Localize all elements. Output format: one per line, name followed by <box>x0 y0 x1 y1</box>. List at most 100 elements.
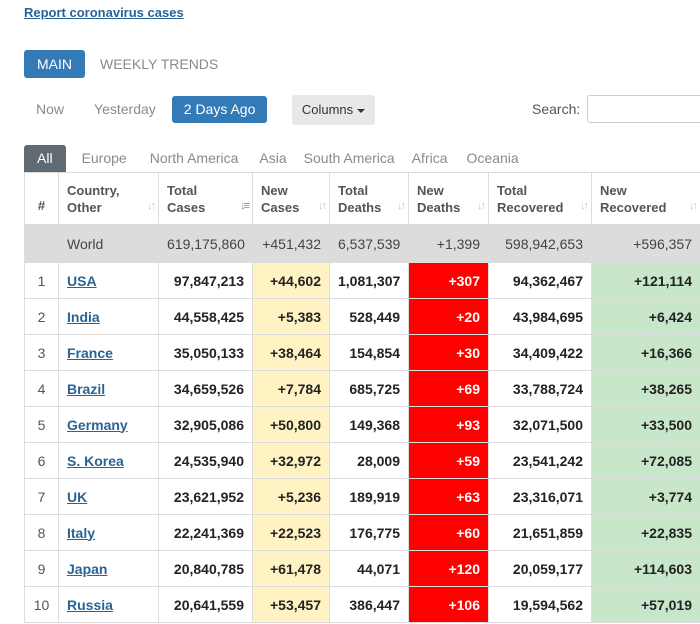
header-total-recovered[interactable]: Total Recovered ↓↑ <box>488 172 592 225</box>
country-cell: USA <box>58 262 159 299</box>
total-cases-cell: 20,641,559 <box>158 586 253 623</box>
tab-now[interactable]: Now <box>36 101 65 117</box>
rank-cell: 1 <box>24 262 59 299</box>
tab-region-oceania[interactable]: Oceania <box>466 150 519 166</box>
new-deaths-cell: +93 <box>408 406 489 443</box>
search-label: Search: <box>532 101 581 117</box>
header-country[interactable]: Country, Other ↓↑ <box>58 172 159 225</box>
country-link[interactable]: India <box>67 308 100 325</box>
covid-cases-table: # Country, Other ↓↑ Total Cases ↓≡ New C… <box>24 172 700 623</box>
caret-down-icon <box>357 108 366 113</box>
rank-cell: 4 <box>24 370 59 407</box>
total-deaths-cell: 189,919 <box>329 478 409 515</box>
header-new-deaths[interactable]: New Deaths ↓↑ <box>408 172 489 225</box>
new-cases-cell: +38,464 <box>252 334 330 371</box>
new-deaths-cell: +120 <box>408 550 489 587</box>
new-cases-cell: +5,236 <box>252 478 330 515</box>
total-recovered-cell: 43,984,695 <box>488 298 592 335</box>
total-cases-cell: 34,659,526 <box>158 370 253 407</box>
header-new-cases-line1: New <box>261 182 288 198</box>
header-total-cases[interactable]: Total Cases ↓≡ <box>158 172 253 225</box>
sort-descending-icon: ↓≡ <box>240 200 250 212</box>
header-total-deaths[interactable]: Total Deaths ↓↑ <box>329 172 409 225</box>
table-row: 6 S. Korea 24,535,940 +32,972 28,009 +59 23,54… <box>24 442 700 479</box>
rank-cell: 6 <box>24 442 59 479</box>
new-cases-cell: +7,784 <box>252 370 330 407</box>
country-link[interactable]: Germany <box>67 416 128 433</box>
tab-region-all[interactable]: All <box>24 145 66 172</box>
new-cases-cell: +53,457 <box>252 586 330 623</box>
world-total-deaths: 6,537,539 <box>329 224 409 263</box>
tab-region-asia[interactable]: Asia <box>259 150 287 166</box>
table-row: 1 USA 97,847,213 +44,602 1,081,307 +307 94,362… <box>24 262 700 299</box>
world-new-recovered: +596,357 <box>591 224 700 263</box>
tab-region-africa[interactable]: Africa <box>411 150 448 166</box>
world-label: World <box>58 224 159 263</box>
country-link[interactable]: USA <box>67 272 97 289</box>
total-deaths-cell: 149,368 <box>329 406 409 443</box>
tab-2-days-ago[interactable]: 2 Days Ago <box>171 96 268 123</box>
tab-yesterday[interactable]: Yesterday <box>94 101 156 117</box>
country-cell: Germany <box>58 406 159 443</box>
tab-weekly-trends[interactable]: WEEKLY TRENDS <box>100 56 219 72</box>
header-country-line1: Country, <box>67 182 120 198</box>
header-rank[interactable]: # <box>24 172 59 225</box>
country-link[interactable]: Russia <box>67 596 113 613</box>
tab-main[interactable]: MAIN <box>24 50 85 78</box>
sort-icon: ↓↑ <box>580 200 589 212</box>
header-new-cases[interactable]: New Cases ↓↑ <box>252 172 330 225</box>
total-recovered-cell: 34,409,422 <box>488 334 592 371</box>
columns-button-label: Columns <box>301 102 354 117</box>
country-link[interactable]: Brazil <box>67 380 106 397</box>
report-cases-link[interactable]: Report coronavirus cases <box>24 5 184 20</box>
header-new-recovered[interactable]: New Recovered ↓↑ <box>591 172 700 225</box>
total-recovered-cell: 19,594,562 <box>488 586 592 623</box>
header-total-deaths-line1: Total <box>338 182 369 198</box>
table-row: 2 India 44,558,425 +5,383 528,449 +20 43,984,6… <box>24 298 700 335</box>
new-deaths-cell: +106 <box>408 586 489 623</box>
total-deaths-cell: 386,447 <box>329 586 409 623</box>
tab-region-europe[interactable]: Europe <box>81 150 127 166</box>
world-rank-cell <box>24 224 59 263</box>
total-deaths-cell: 1,081,307 <box>329 262 409 299</box>
new-deaths-cell: +69 <box>408 370 489 407</box>
new-recovered-cell: +33,500 <box>591 406 700 443</box>
rank-cell: 9 <box>24 550 59 587</box>
country-link[interactable]: Japan <box>67 560 108 577</box>
new-recovered-cell: +16,366 <box>591 334 700 371</box>
table-row: 3 France 35,050,133 +38,464 154,854 +30 34,409… <box>24 334 700 371</box>
table-header-row: # Country, Other ↓↑ Total Cases ↓≡ New C… <box>24 172 700 225</box>
sort-icon: ↓↑ <box>147 200 156 212</box>
total-deaths-cell: 28,009 <box>329 442 409 479</box>
new-recovered-cell: +38,265 <box>591 370 700 407</box>
country-cell: India <box>58 298 159 335</box>
new-cases-cell: +61,478 <box>252 550 330 587</box>
region-tabs: All Europe North America Asia South Amer… <box>24 145 700 172</box>
country-link[interactable]: France <box>67 344 113 361</box>
new-cases-cell: +5,383 <box>252 298 330 335</box>
country-link[interactable]: UK <box>67 488 88 505</box>
world-total-cases: 619,175,860 <box>158 224 253 263</box>
country-cell: Brazil <box>58 370 159 407</box>
country-cell: UK <box>58 478 159 515</box>
rank-cell: 3 <box>24 334 59 371</box>
new-deaths-cell: +307 <box>408 262 489 299</box>
tab-region-north-america[interactable]: North America <box>149 150 239 166</box>
country-link[interactable]: S. Korea <box>67 452 124 469</box>
total-recovered-cell: 23,541,242 <box>488 442 592 479</box>
columns-button[interactable]: Columns <box>292 95 375 125</box>
header-total-cases-line2: Cases <box>167 199 206 215</box>
total-deaths-cell: 528,449 <box>329 298 409 335</box>
country-cell: Italy <box>58 514 159 551</box>
world-row: World 619,175,860 +451,432 6,537,539 +1,… <box>24 224 700 263</box>
country-link[interactable]: Italy <box>67 524 96 541</box>
header-new-deaths-line1: New <box>417 182 444 198</box>
world-new-cases: +451,432 <box>252 224 330 263</box>
new-cases-cell: +32,972 <box>252 442 330 479</box>
rank-cell: 7 <box>24 478 59 515</box>
total-cases-cell: 35,050,133 <box>158 334 253 371</box>
total-cases-cell: 20,840,785 <box>158 550 253 587</box>
tab-region-south-america[interactable]: South America <box>303 150 395 166</box>
search-input[interactable] <box>587 95 700 123</box>
new-deaths-cell: +63 <box>408 478 489 515</box>
